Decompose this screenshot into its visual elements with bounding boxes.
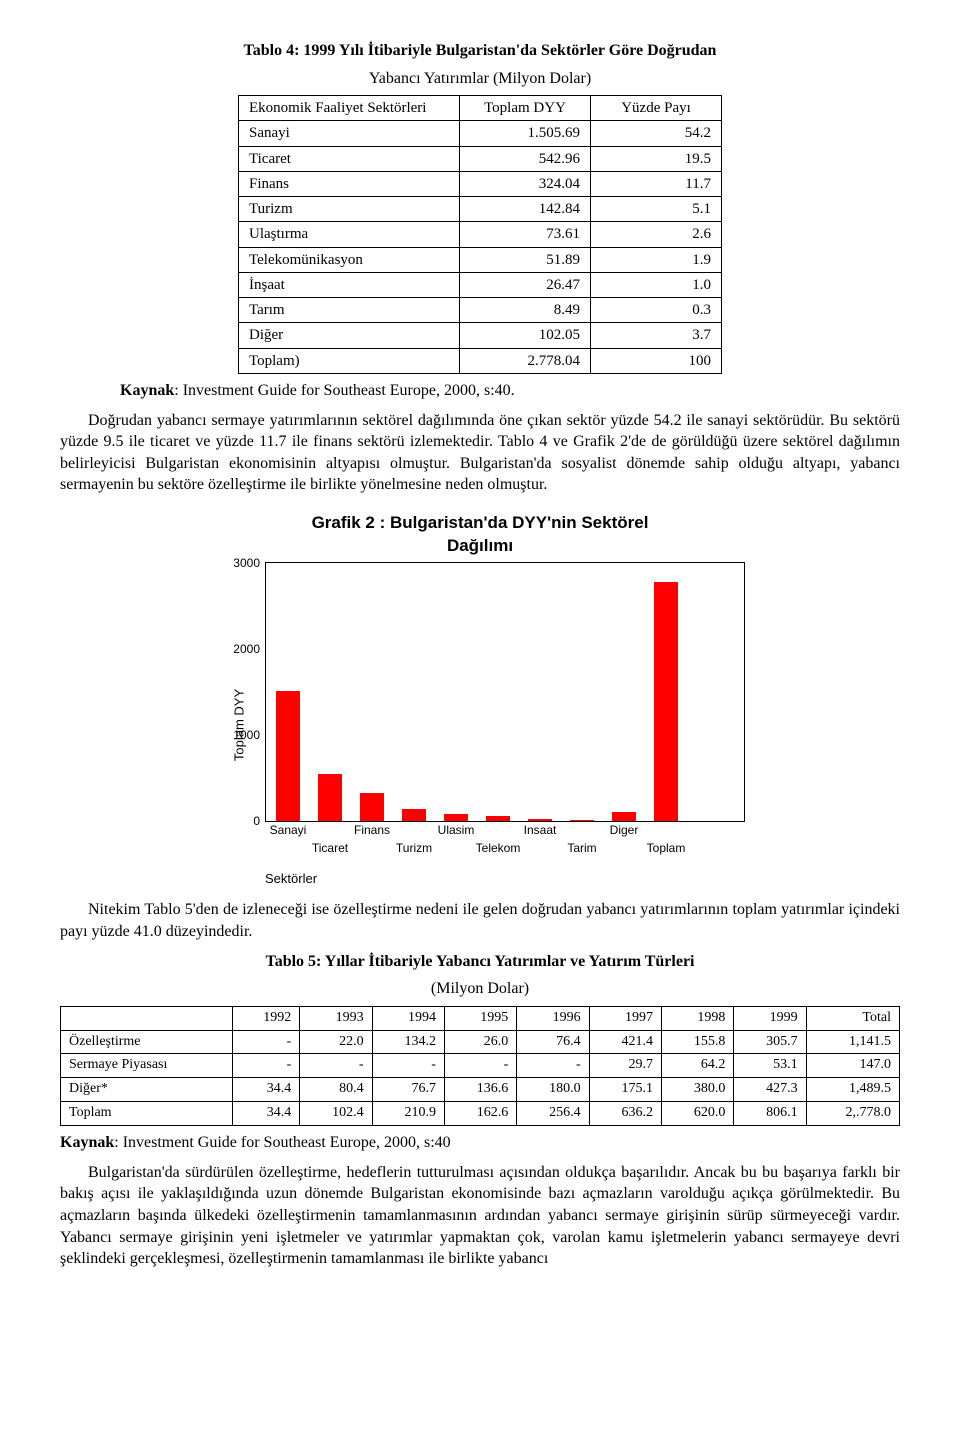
x-axis-label: Sektörler <box>265 870 745 888</box>
x-tick-label: Finans <box>354 822 390 838</box>
kaynak-label: Kaynak <box>120 382 174 399</box>
y-tick: 3000 <box>233 555 266 571</box>
x-tick-label: Ulasim <box>438 822 475 838</box>
bar <box>570 820 594 821</box>
table-row: Tarım8.490.3 <box>239 298 722 323</box>
th-year: 1995 <box>444 1006 516 1030</box>
x-tick-label: Diger <box>610 822 639 838</box>
kaynak-text: : Investment Guide for Southeast Europe,… <box>114 1134 450 1151</box>
th-toplam: Toplam DYY <box>460 96 591 121</box>
bar <box>444 814 468 820</box>
th-year: 1998 <box>661 1006 733 1030</box>
kaynak-label: Kaynak <box>60 1134 114 1151</box>
x-tick-label: Sanayi <box>270 822 307 838</box>
tablo4-subtitle: Yabancı Yatırımlar (Milyon Dolar) <box>60 68 900 90</box>
chart-title-line1: Grafik 2 : Bulgaristan'da DYY'nin Sektör… <box>312 513 649 532</box>
table-row: Finans324.0411.7 <box>239 171 722 196</box>
table-row: İnşaat26.471.0 <box>239 272 722 297</box>
chart-title-line2: Dağılımı <box>447 536 513 555</box>
th-year: 1999 <box>734 1006 806 1030</box>
bar <box>318 774 342 821</box>
bar <box>486 816 510 820</box>
tablo4-table: Ekonomik Faaliyet Sektörleri Toplam DYY … <box>238 95 722 374</box>
table-row: Sermaye Piyasası-----29.764.253.1147.0 <box>61 1054 900 1078</box>
table-row: Sanayi1.505.6954.2 <box>239 121 722 146</box>
bar <box>402 809 426 821</box>
th-year: Total <box>806 1006 899 1030</box>
th-year: 1993 <box>300 1006 372 1030</box>
y-tick: 1000 <box>233 727 266 743</box>
y-axis-label: Toplam DYY <box>230 688 248 760</box>
tablo5-subtitle: (Milyon Dolar) <box>60 978 900 1000</box>
chart-container: Toplam DYY 0100020003000 Sanayi Ticaret Fi… <box>60 562 900 888</box>
table-header-row: Ekonomik Faaliyet Sektörleri Toplam DYY … <box>239 96 722 121</box>
bar-chart: Toplam DYY 0100020003000 Sanayi Ticaret Fi… <box>215 562 745 888</box>
x-tick-label: Turizm <box>396 840 432 856</box>
bar <box>528 819 552 821</box>
bars-container <box>276 563 734 821</box>
paragraph-3: Bulgaristan'da sürdürülen özelleştirme, … <box>60 1162 900 1270</box>
bar <box>612 812 636 821</box>
page: Tablo 4: 1999 Yılı İtibariyle Bulgarista… <box>60 40 900 1270</box>
tablo4-title: Tablo 4: 1999 Yılı İtibariyle Bulgarista… <box>60 40 900 62</box>
tablo4-source: Kaynak: Investment Guide for Southeast E… <box>120 380 900 402</box>
table-row: Özelleştirme-22.0134.226.076.4421.4155.8… <box>61 1030 900 1054</box>
bar <box>276 691 300 820</box>
tablo5-source: Kaynak: Investment Guide for Southeast E… <box>60 1132 900 1154</box>
th-yuzde: Yüzde Payı <box>591 96 722 121</box>
table-header-row: 19921993199419951996199719981999Total <box>61 1006 900 1030</box>
table-row: Toplam34.4102.4210.9162.6256.4636.2620.0… <box>61 1102 900 1126</box>
th-year: 1997 <box>589 1006 661 1030</box>
x-tick-label: Ticaret <box>312 840 348 856</box>
th-year: 1994 <box>372 1006 444 1030</box>
bar <box>654 582 678 821</box>
tablo5-table: 19921993199419951996199719981999Total Öz… <box>60 1006 900 1126</box>
kaynak-text: : Investment Guide for Southeast Europe,… <box>174 382 514 399</box>
y-tick: 2000 <box>233 641 266 657</box>
table-row: Turizm142.845.1 <box>239 197 722 222</box>
th-sektor: Ekonomik Faaliyet Sektörleri <box>239 96 460 121</box>
paragraph-1: Doğrudan yabancı sermaye yatırımlarının … <box>60 410 900 496</box>
bar <box>360 793 384 821</box>
table-row: Telekomünikasyon51.891.9 <box>239 247 722 272</box>
x-labels: Sanayi Ticaret Finans Turizm UlasimTelekomIn… <box>265 822 745 864</box>
tablo5-title: Tablo 5: Yıllar İtibariyle Yabancı Yatır… <box>60 951 900 973</box>
paragraph-2: Nitekim Tablo 5'den de izleneceği ise öz… <box>60 899 900 942</box>
chart-title: Grafik 2 : Bulgaristan'da DYY'nin Sektör… <box>60 512 900 558</box>
table-row: Diğer*34.480.476.7136.6180.0175.1380.042… <box>61 1078 900 1102</box>
x-tick-label: Telekom <box>476 840 521 856</box>
th-year: 1996 <box>517 1006 589 1030</box>
x-tick-label: Tarim <box>567 840 596 856</box>
x-tick-label: Toplam <box>647 840 686 856</box>
x-tick-label: Insaat <box>524 822 557 838</box>
table-row: Ticaret542.9619.5 <box>239 146 722 171</box>
table-row: Toplam)2.778.04100 <box>239 348 722 373</box>
plot-area: 0100020003000 <box>265 562 745 822</box>
th-year: 1992 <box>233 1006 300 1030</box>
table-row: Ulaştırma73.612.6 <box>239 222 722 247</box>
table-row: Diğer102.053.7 <box>239 323 722 348</box>
